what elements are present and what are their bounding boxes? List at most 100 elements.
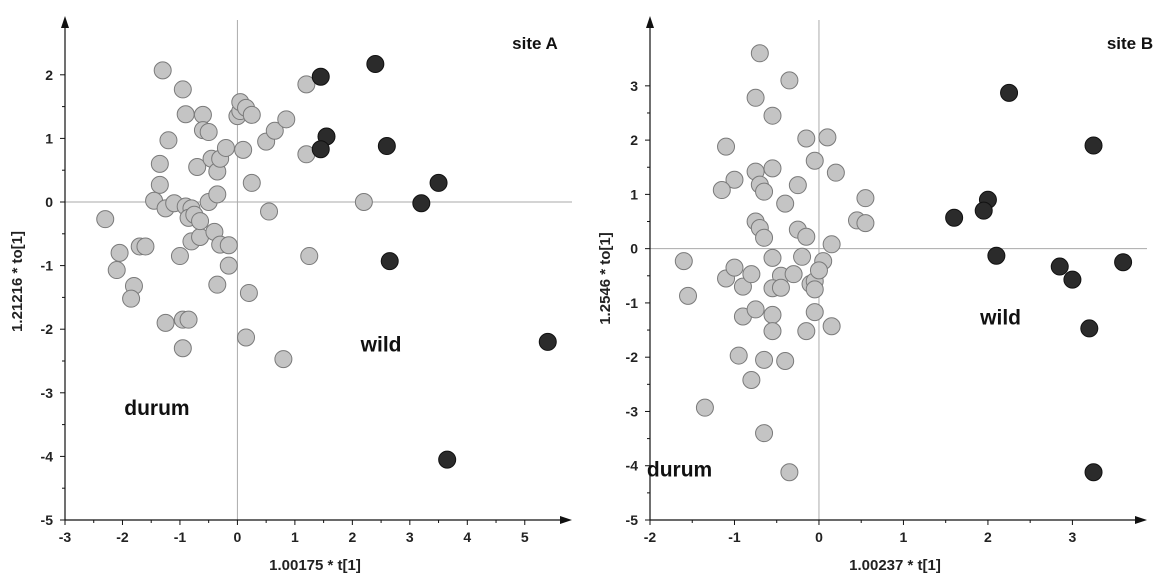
durum-data-point	[239, 283, 258, 302]
durum-data-point	[96, 210, 115, 229]
durum-data-point	[712, 181, 731, 200]
durum-data-point	[746, 88, 765, 107]
y-tick-label: -2	[41, 321, 54, 337]
durum-data-point	[274, 350, 293, 369]
durum-data-point	[674, 252, 693, 271]
durum-data-point	[122, 289, 141, 308]
y-tick-label: -2	[626, 349, 639, 365]
durum-data-point	[277, 110, 296, 129]
y-tick-label: 0	[45, 194, 53, 210]
wild-data-point	[987, 246, 1006, 265]
x-tick-label: -1	[728, 529, 741, 545]
x-axis-label: 1.00237 * t[1]	[849, 557, 941, 574]
durum-data-point	[260, 202, 279, 221]
durum-data-point	[805, 303, 824, 322]
x-tick-label: 1	[291, 529, 299, 545]
durum-data-point	[805, 151, 824, 170]
y-tick-label: 2	[45, 67, 53, 83]
durum-data-point	[733, 277, 752, 296]
durum-data-point	[107, 261, 126, 280]
durum-data-point	[784, 265, 803, 284]
durum-data-point	[822, 317, 841, 336]
durum-data-point	[755, 424, 774, 443]
y-tick-label: -5	[41, 512, 54, 528]
y-tick-label: 1	[630, 186, 638, 202]
durum-data-point	[746, 300, 765, 319]
x-tick-label: -1	[174, 529, 187, 545]
wild-data-point	[1080, 319, 1099, 338]
x-tick-label: -2	[644, 529, 657, 545]
durum-data-point	[818, 128, 837, 147]
durum-data-point	[153, 61, 172, 80]
wild-data-point	[1084, 463, 1103, 482]
y-tick-label: -1	[41, 258, 54, 274]
wild-data-point	[380, 252, 399, 271]
wild-data-point	[1084, 136, 1103, 155]
y-tick-label: 1	[45, 130, 53, 146]
durum-data-point	[176, 105, 195, 124]
site-label: site B	[1107, 34, 1153, 53]
y-tick-label: 2	[630, 132, 638, 148]
durum-data-point	[826, 163, 845, 182]
durum-data-point	[208, 185, 227, 204]
y-tick-label: -1	[626, 295, 639, 311]
wild-data-point	[1114, 253, 1133, 272]
durum-data-point	[159, 131, 178, 150]
durum-data-point	[755, 350, 774, 369]
group-annotation-durum: durum	[124, 397, 189, 420]
durum-data-point	[776, 194, 795, 213]
durum-data-point	[776, 351, 795, 370]
durum-data-point	[150, 154, 169, 173]
x-tick-label: 2	[984, 529, 992, 545]
x-tick-label: -2	[116, 529, 129, 545]
durum-data-point	[208, 275, 227, 294]
site-b-scatter-plot: -2 -1 0 1 2 3 -5 -4 -3 -2 -1 0 1 2 3 1.00237 * t[1] 1.25…	[597, 16, 1153, 574]
durum-data-point	[780, 71, 799, 90]
durum-data-point	[219, 256, 238, 275]
durum-data-point	[173, 339, 192, 358]
durum-data-point	[679, 286, 698, 305]
site-label: site A	[512, 34, 558, 53]
x-axis-label: 1.00175 * t[1]	[269, 557, 361, 574]
durum-data-point	[136, 237, 155, 256]
durum-data-point	[805, 280, 824, 299]
durum-data-point	[763, 159, 782, 178]
x-tick-label: 4	[463, 529, 471, 545]
wild-data-point	[438, 450, 457, 469]
durum-data-point	[297, 75, 316, 94]
durum-data-point	[725, 170, 744, 189]
y-tick-label: -3	[626, 403, 639, 419]
wild-data-point	[1063, 270, 1082, 289]
site-a-scatter-plot: -3 -2 -1 0 1 2 3 4 5 -5 -4 -3 -2 -1 0 1 2 1.00175 * t[1] 1…	[9, 16, 572, 574]
durum-data-point	[191, 212, 210, 231]
durum-data-point	[755, 228, 774, 247]
x-axis-arrow-icon	[1135, 516, 1147, 524]
durum-data-point	[150, 175, 169, 194]
durum-data-point	[354, 193, 373, 211]
durum-data-point	[219, 236, 238, 255]
durum-data-point	[242, 173, 261, 192]
y-tick-label: -4	[41, 448, 54, 464]
durum-data-point	[763, 322, 782, 341]
y-tick-label: -4	[626, 458, 639, 474]
durum-data-point	[242, 105, 261, 124]
durum-data-point	[173, 80, 192, 99]
wild-data-point	[1000, 83, 1019, 102]
durum-data-point	[110, 243, 129, 262]
durum-data-point	[729, 346, 748, 365]
x-tick-label: 3	[406, 529, 414, 545]
y-tick-label: -5	[626, 512, 639, 528]
durum-data-point	[193, 105, 212, 124]
durum-data-point	[763, 305, 782, 324]
x-tick-label: 0	[815, 529, 823, 545]
durum-data-point	[793, 247, 812, 266]
y-axis-arrow-icon	[646, 16, 654, 28]
durum-data-point	[237, 328, 256, 347]
group-annotation-wild: wild	[360, 333, 402, 356]
wild-data-point	[412, 194, 431, 213]
x-tick-label: 1	[900, 529, 908, 545]
durum-data-point	[265, 121, 284, 140]
x-tick-label: 0	[234, 529, 242, 545]
durum-data-point	[797, 227, 816, 246]
durum-data-point	[170, 247, 189, 266]
